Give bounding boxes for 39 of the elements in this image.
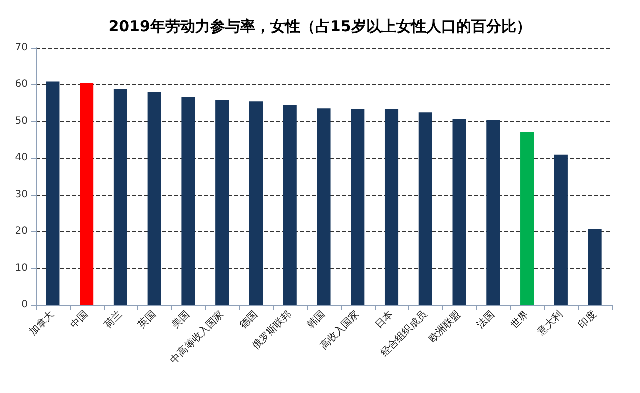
y-tick-label: 0 [22, 300, 28, 310]
bar [554, 154, 568, 305]
x-tick-label: 欧洲联盟 [426, 308, 464, 346]
x-tick-label: 英国 [136, 308, 158, 332]
bar [46, 82, 60, 305]
bar [418, 112, 432, 305]
x-tick-label: 荷兰 [102, 308, 125, 332]
y-tick-label: 10 [15, 262, 28, 274]
bar [452, 119, 466, 305]
x-tick-label: 印度 [576, 308, 599, 332]
chart-title: 2019年劳动力参与率，女性（占15岁以上女性人口的百分比） [108, 18, 532, 36]
bar [114, 89, 128, 305]
x-tick-label: 世界 [508, 308, 532, 332]
bar [486, 120, 500, 305]
y-tick-label: 60 [15, 79, 28, 90]
x-tick-label: 法国 [474, 308, 498, 332]
y-tick-label: 30 [15, 189, 28, 200]
bar [182, 97, 196, 305]
bar [216, 100, 230, 305]
y-tick-label: 40 [15, 152, 28, 164]
x-tick-label: 美国 [170, 308, 192, 332]
bar [80, 83, 94, 305]
bar [283, 105, 297, 305]
bar [588, 229, 602, 305]
bar [520, 132, 534, 305]
bar [317, 108, 331, 305]
bar [249, 102, 264, 305]
y-tick-label: 70 [15, 42, 28, 54]
x-tick-label: 德国 [238, 309, 260, 332]
x-tick-label: 韩国 [305, 308, 328, 332]
x-tick-label: 意大利 [534, 308, 566, 339]
bar [148, 92, 162, 305]
y-tick-label: 20 [15, 226, 28, 238]
bar [384, 108, 399, 305]
x-tick-label: 加拿大 [27, 308, 57, 338]
x-tick-label: 日本 [373, 308, 396, 332]
x-tick-label: 中国 [68, 308, 91, 332]
y-tick-label: 50 [15, 116, 28, 127]
bar [351, 108, 365, 305]
